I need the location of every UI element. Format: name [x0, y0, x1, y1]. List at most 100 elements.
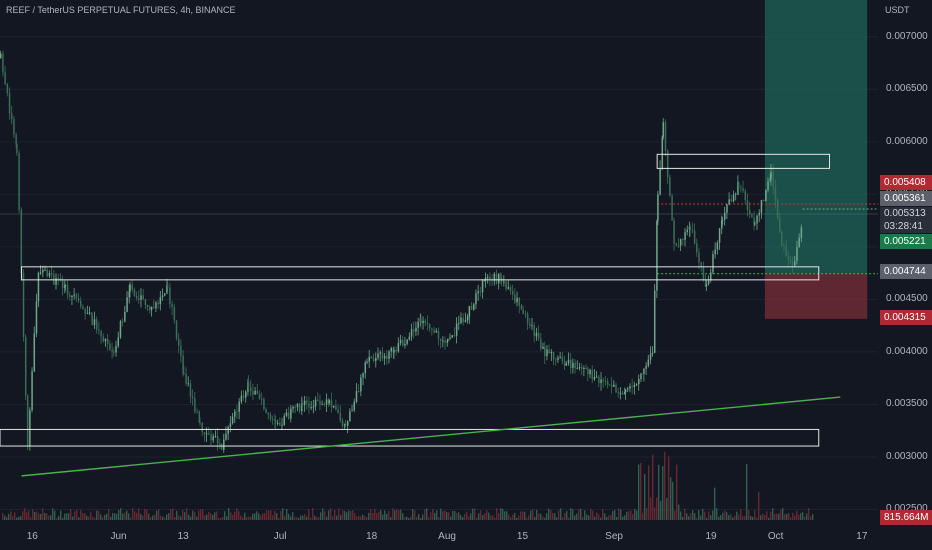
- volume-bar: [80, 509, 82, 520]
- volume-bar: [606, 516, 608, 520]
- symbol-header[interactable]: REEF / TetherUS PERPETUAL FUTURES, 4h, B…: [6, 5, 236, 15]
- volume-bar: [248, 516, 250, 520]
- candle: [310, 407, 312, 409]
- candle: [182, 355, 184, 373]
- volume-bar: [310, 517, 312, 520]
- volume-bar: [74, 511, 76, 520]
- volume-bar: [286, 508, 288, 520]
- candle: [624, 389, 627, 393]
- candle: [633, 384, 636, 387]
- candle: [712, 254, 714, 273]
- volume-bar: [484, 513, 486, 520]
- volume-bar: [422, 514, 424, 520]
- volume-bar: [66, 513, 68, 520]
- candle: [57, 278, 60, 280]
- volume-bar: [220, 517, 222, 520]
- volume-bar: [160, 515, 162, 520]
- candle: [271, 418, 274, 420]
- volume-bar: [802, 511, 804, 520]
- candle: [216, 436, 219, 444]
- candle: [388, 351, 390, 359]
- volume-bar: [238, 511, 240, 520]
- volume-bar: [792, 512, 794, 520]
- candle: [455, 323, 458, 336]
- volume-bar: [164, 517, 166, 520]
- candle: [557, 357, 559, 360]
- candle: [500, 273, 502, 279]
- volume-bar: [738, 514, 740, 520]
- candle: [265, 409, 267, 413]
- candle: [544, 346, 546, 357]
- volume-bar: [144, 508, 146, 520]
- volume-bar: [568, 517, 570, 520]
- candle: [46, 269, 49, 277]
- candle: [481, 280, 484, 293]
- candle: [511, 291, 514, 295]
- candle: [559, 356, 561, 358]
- candle: [138, 298, 140, 300]
- candle: [220, 443, 223, 450]
- candle: [119, 321, 122, 338]
- volume-bar: [120, 508, 122, 520]
- volume-bar: [454, 511, 456, 520]
- candle: [449, 337, 451, 339]
- candle: [552, 351, 555, 360]
- volume-bar: [558, 510, 560, 520]
- candle: [252, 391, 254, 395]
- candle: [789, 260, 792, 263]
- volume-bar: [114, 513, 116, 520]
- candle: [748, 209, 751, 215]
- target-price-tag: 0.004315: [880, 310, 932, 325]
- volume-bar: [246, 517, 248, 520]
- volume-bar: [678, 504, 680, 520]
- volume-bar: [270, 510, 272, 520]
- candle: [171, 304, 173, 307]
- volume-bar: [646, 508, 648, 520]
- candle: [144, 299, 147, 305]
- candle: [428, 324, 431, 329]
- volume-bar: [212, 514, 214, 520]
- candle: [574, 362, 576, 369]
- candle: [666, 150, 669, 178]
- volume-bar: [86, 515, 88, 520]
- volume-bar: [264, 513, 266, 520]
- volume-bar: [656, 497, 658, 520]
- volume-bar: [406, 516, 408, 520]
- volume-bar: [694, 513, 696, 520]
- candle: [593, 377, 596, 380]
- candle: [767, 181, 769, 191]
- volume-bar: [676, 464, 678, 520]
- volume-bar: [38, 513, 40, 520]
- last-price-label: 0.005313: [880, 207, 932, 220]
- volume-bar: [414, 510, 416, 520]
- candle: [50, 272, 53, 275]
- volume-bar: [178, 515, 180, 520]
- candle: [75, 294, 78, 299]
- candle: [283, 415, 286, 425]
- candle-countdown: 03:28:41: [880, 220, 932, 233]
- volume-bar: [796, 510, 798, 520]
- volume-bar: [468, 516, 470, 520]
- candle: [372, 358, 375, 361]
- candle: [726, 204, 728, 213]
- volume-bar: [768, 517, 770, 520]
- volume-bar: [798, 514, 800, 520]
- candle: [381, 352, 384, 359]
- volume-bar: [660, 500, 662, 520]
- volume-bar: [542, 516, 544, 520]
- candle: [518, 297, 521, 306]
- volume-bar: [380, 510, 382, 520]
- candle: [279, 422, 281, 426]
- volume-bar: [64, 513, 66, 520]
- volume-bar: [464, 513, 466, 520]
- volume-bar: [748, 509, 750, 520]
- candle: [274, 420, 277, 424]
- volume-bar: [466, 511, 468, 520]
- volume-bar: [436, 510, 438, 520]
- candle: [247, 382, 250, 388]
- candle: [484, 279, 486, 281]
- candle: [100, 330, 102, 337]
- volume-bar: [444, 510, 446, 520]
- candle: [196, 411, 198, 413]
